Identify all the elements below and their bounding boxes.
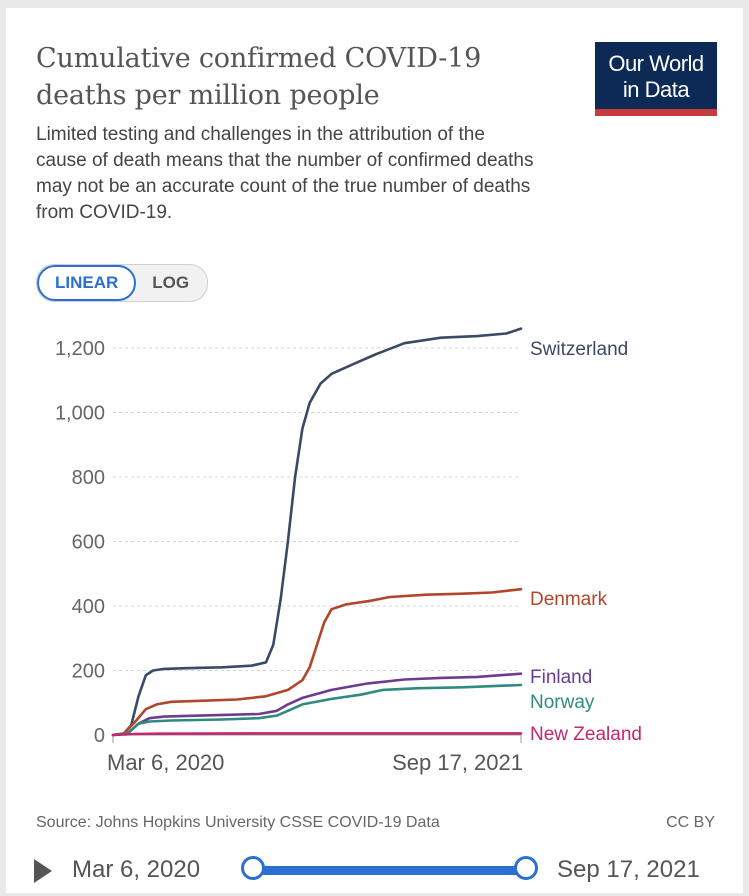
logo-line-2: in Data <box>622 77 690 102</box>
play-icon[interactable] <box>34 859 52 883</box>
log-scale-button[interactable]: LOG <box>152 273 190 292</box>
series-line-finland <box>111 672 523 737</box>
timeline-start-handle[interactable] <box>241 856 265 880</box>
license-link[interactable]: CC BY <box>666 814 715 831</box>
y-tick-label: 200 <box>72 661 105 683</box>
series-line-denmark <box>111 587 523 737</box>
logo-line-1: Our World <box>608 51 704 76</box>
linear-scale-button[interactable]: LINEAR <box>37 265 137 301</box>
x-tick-label: Mar 6, 2020 <box>107 750 224 775</box>
series-line-new-zealand <box>111 732 523 737</box>
series-label-denmark: Denmark <box>530 589 608 610</box>
y-tick-label: 800 <box>72 467 105 489</box>
series-line-switzerland <box>111 327 523 737</box>
timeline-end-label: Sep 17, 2021 <box>557 856 700 883</box>
y-tick-label: 400 <box>72 596 105 618</box>
owid-logo[interactable]: Our World in Data <box>595 42 717 116</box>
series-label-norway: Norway <box>530 692 595 713</box>
series-line-norway <box>111 683 523 737</box>
series-label-switzerland: Switzerland <box>530 339 628 360</box>
logo-accent-bar <box>595 109 717 116</box>
line-chart: 0 200 400 600 800 1,000 1,200 Mar 6, 2020 Sep 17… <box>55 327 642 775</box>
series-label-new-zealand: New Zealand <box>530 724 642 745</box>
y-tick-label: 0 <box>94 725 105 747</box>
timeline-end-handle[interactable] <box>514 856 538 880</box>
timeline-start-label: Mar 6, 2020 <box>72 856 201 883</box>
chart-subtitle: Limited testing and challenges in the at… <box>36 124 534 223</box>
scale-toggle: LINEAR LOG <box>36 264 209 302</box>
y-tick-label: 1,000 <box>55 403 105 425</box>
source-note[interactable]: Source: Johns Hopkins University CSSE CO… <box>36 814 440 831</box>
x-tick-label: Sep 17, 2021 <box>392 750 523 775</box>
timeline-track[interactable] <box>252 866 524 875</box>
y-tick-label: 600 <box>72 532 105 554</box>
timeline-control: Mar 6, 2020 Sep 17, 2021 <box>6 846 743 896</box>
y-tick-label: 1,200 <box>55 338 105 360</box>
series-label-finland: Finland <box>530 667 592 688</box>
chart-title: Cumulative confirmed COVID-19 deaths per… <box>36 43 482 111</box>
chart-card: Cumulative confirmed COVID-19 deaths per… <box>6 8 743 893</box>
